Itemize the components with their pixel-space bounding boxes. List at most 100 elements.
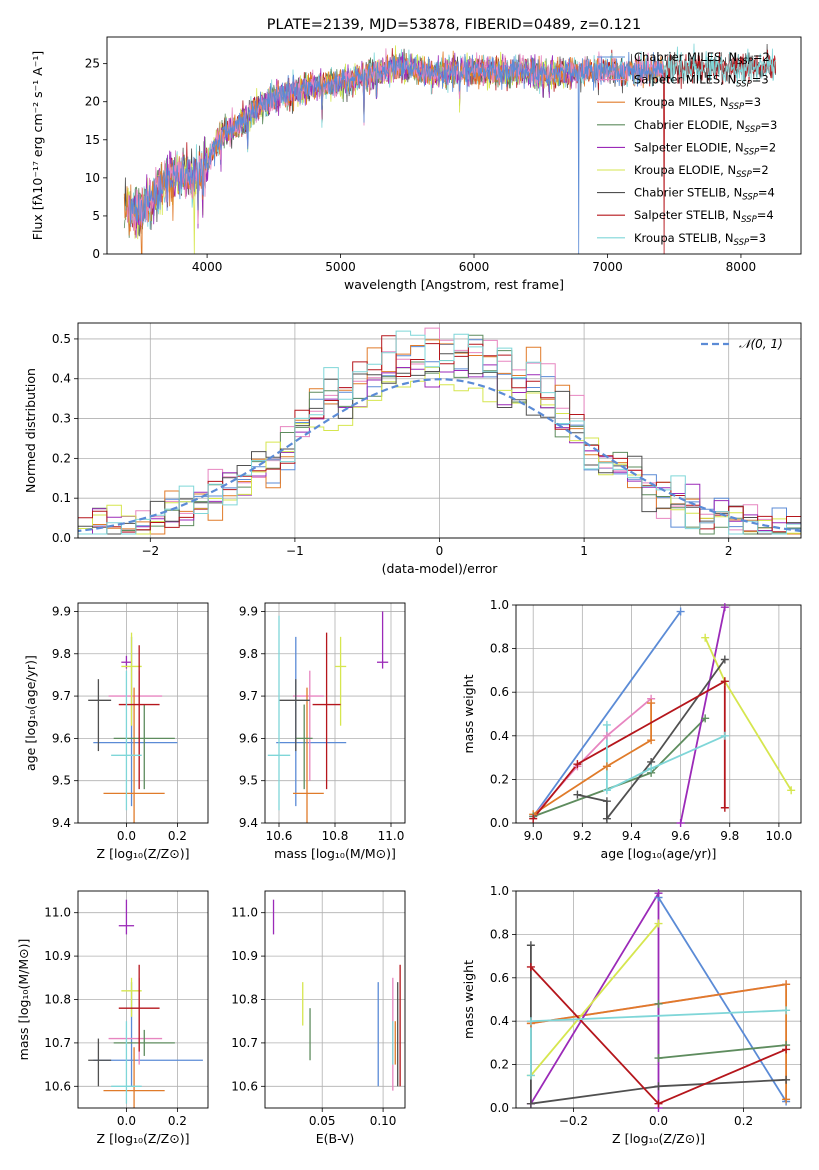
y-tick-label: 0.6 [490,971,509,985]
weight-marker-kroupa_miles [647,736,656,745]
chart-title: PLATE=2139, MJD=53878, FIBERID=0489, z=0… [267,17,641,33]
y-axis-label: mass weight [461,674,476,753]
weight-marker-salpeter_stelib [720,677,729,686]
x-tick-label: 0.2 [168,1114,187,1128]
x-tick-label: −2 [141,544,159,558]
y-tick-label: 10.7 [231,1036,258,1050]
x-tick-label: 9.0 [524,829,543,843]
panel-mass-vs-metallicity: 0.0 0.2 10.6 10.7 10.8 10.9 11.0 Z [log₁₀(Z/Z⊙)… [16,890,209,1146]
panel-residual-histogram: −2 −1 0 1 2 0.0 0.1 0.2 0.3 0.4 0.5 (data-model)/er… [23,322,802,576]
x-tick-label: 0.0 [117,1114,136,1128]
y-tick-label: 0.4 [490,1014,509,1028]
weight-marker-salpeter_elodie [676,819,685,827]
y-tick-label: 0.2 [52,451,71,465]
axes-frame [77,602,209,824]
y-tick-label: 9.6 [239,731,258,745]
y-tick-label: 9.5 [239,774,258,788]
weight-marker-salpeter_stelib [573,760,582,769]
spectrum-line-chabrier_miles [129,51,664,254]
weight-marker-salpeter_stelib [782,1045,791,1054]
x-tick-label: 11.0 [378,829,405,843]
y-tick-label: 10.6 [231,1079,258,1093]
y-tick-label: 0.0 [52,531,71,545]
axes-frame [77,890,209,1109]
y-tick-label: 0.2 [490,772,509,786]
y-axis-label: age [log₁₀(age/yr)] [23,655,38,771]
legend-entry-kroupa_elodie: Kroupa ELODIE, NSSP=2 [634,163,769,180]
legend-entry-salpeter_miles: Salpeter MILES, NSSP=3 [634,73,769,90]
plot-area-spectrum [123,43,776,254]
legend-entry-chabrier_elodie: Chabrier ELODIE, NSSP=3 [634,118,777,135]
weight-marker-kroupa_miles [647,699,656,708]
weight-marker-chabrier_stelib [526,1099,535,1108]
y-tick-label: 1.0 [490,598,509,612]
weight-marker-salpeter_elodie [720,603,729,612]
x-tick-label: 0.05 [309,1114,336,1128]
y-tick-label: 9.8 [239,647,258,661]
plot-area-residual-histogram [78,327,801,535]
weight-marker-kroupa_elodie [701,633,710,642]
legend-entry-kroupa_stelib: Kroupa STELIB, NSSP=3 [634,231,766,248]
y-tick-label: 25 [85,57,100,71]
weight-line-kroupa_miles [532,703,652,816]
legend-entry-gaussian: 𝒩(0, 1) [739,337,783,351]
gaussian-curve [78,378,801,533]
y-tick-label: 0.4 [52,372,71,386]
weight-marker-chabrier_stelib [602,814,611,823]
x-tick-label: 4000 [192,260,223,274]
y-tick-label: 0.1 [52,491,71,505]
x-axis-label: E(B-V) [316,1131,355,1146]
y-tick-label: 9.4 [52,816,71,830]
x-tick-label: 7000 [592,260,623,274]
legend-entry-salpeter_stelib: Salpeter STELIB, NSSP=4 [634,208,774,225]
x-tick-label: 8000 [726,260,757,274]
weight-marker-salpeter_miles [602,731,611,740]
y-tick-label: 10.9 [231,949,258,963]
weight-marker-kroupa_stelib [720,731,729,740]
weight-marker-kroupa_stelib [782,1006,791,1015]
y-tick-label: 9.9 [239,604,258,618]
y-tick-label: 0.0 [490,1101,509,1115]
y-tick-label: 0.8 [490,642,509,656]
legend-entry-kroupa_miles: Kroupa MILES, NSSP=3 [634,95,761,112]
legend-entry-chabrier_stelib: Chabrier STELIB, NSSP=4 [634,186,775,203]
weight-marker-kroupa_elodie [654,919,663,928]
y-tick-label: 0.8 [490,927,509,941]
weight-marker-chabrier_elodie [654,999,663,1008]
y-axis-label: mass [log₁₀(M/M⊙)] [16,939,31,1061]
weight-marker-kroupa_miles [782,1095,791,1104]
weight-line-kroupa_elodie [704,637,792,791]
weight-line-kroupa_elodie [530,922,660,1077]
x-tick-label: 6000 [459,260,490,274]
x-axis-label: mass [log₁₀(M/M⊙)] [274,846,396,861]
weight-marker-kroupa_miles [782,980,791,989]
weight-marker-kroupa_elodie [787,786,796,795]
legend-entry-chabrier_miles: Chabrier MILES, NSSP=2 [634,50,770,67]
axes-frame [106,36,802,255]
weight-line-chabrier_miles [532,610,682,818]
y-tick-label: 10.8 [231,993,258,1007]
x-tick-label: 0.2 [168,829,187,843]
x-tick-label: 2 [725,544,733,558]
y-tick-label: 10.6 [44,1079,71,1093]
y-tick-label: 10.9 [44,949,71,963]
y-axis-label: mass weight [461,960,476,1039]
x-tick-label: 0.10 [370,1114,397,1128]
y-tick-label: 9.6 [52,731,71,745]
y-tick-label: 0.5 [52,332,71,346]
panel-age-vs-mass: 10.6 10.8 11.0 9.4 9.5 9.6 9.7 9.8 9.9 mass [log₁… [239,602,406,861]
weight-marker-kroupa_stelib [526,1017,535,1026]
weight-marker-kroupa_stelib [647,764,656,773]
weight-marker-chabrier_stelib [654,1082,663,1091]
x-tick-label: 0 [436,544,444,558]
weight-marker-chabrier_stelib [720,655,729,664]
weight-marker-kroupa_stelib [602,786,611,795]
y-tick-label: 0.3 [52,412,71,426]
y-tick-label: 0.6 [490,685,509,699]
y-tick-label: 10 [85,171,100,185]
x-tick-label: 0.0 [649,1114,668,1128]
panel-mass-vs-extinction: 0.05 0.10 10.6 10.7 10.8 10.9 11.0 E(B-V) [231,890,406,1146]
weight-marker-chabrier_miles [676,607,685,616]
histogram-kroupa_stelib [78,330,801,535]
y-tick-label: 0 [92,247,100,261]
